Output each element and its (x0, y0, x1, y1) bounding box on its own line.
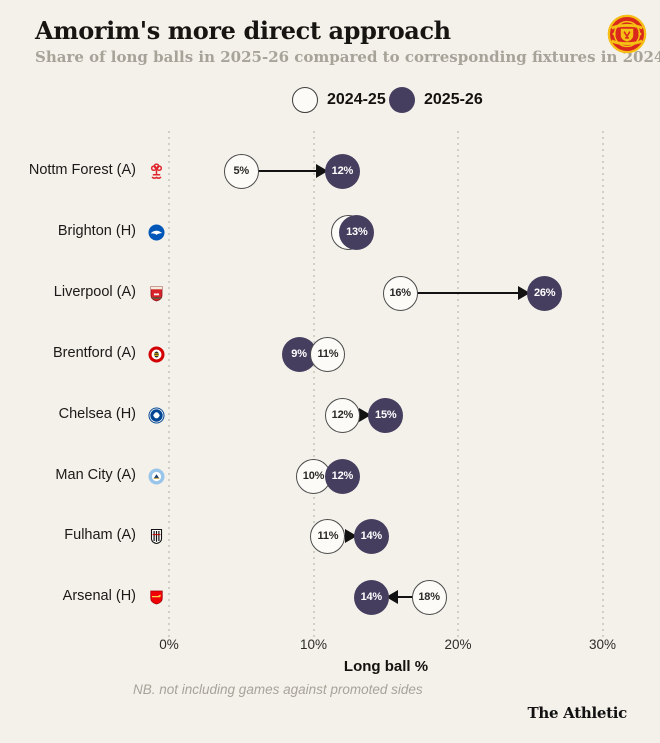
brighton-badge (148, 224, 165, 241)
marker-2025-26: 15% (368, 397, 404, 433)
page-subtitle: Share of long balls in 2025-26 compared … (35, 48, 660, 66)
nottm-forest-badge (148, 162, 165, 180)
value-label: 14% (360, 591, 383, 603)
change-arrow (385, 590, 414, 604)
gridline-20% (457, 131, 459, 637)
brentford-badge (148, 346, 165, 363)
legend-2025-26-marker (389, 87, 415, 113)
change-arrow (256, 164, 328, 178)
marker-2024-25: 16% (382, 275, 418, 311)
team-label: Chelsea (H) (58, 406, 136, 422)
value-label: 12% (331, 470, 354, 482)
legend-2024-25-label: 2024-25 (327, 91, 386, 108)
team-label: Fulham (A) (64, 527, 136, 543)
value-label: 12% (331, 409, 354, 421)
marker-2025-26: 12% (324, 458, 360, 494)
value-label: 14% (360, 530, 383, 542)
team-label: Nottm Forest (A) (28, 162, 136, 178)
value-label: 16% (389, 287, 411, 299)
team-label: Liverpool (A) (53, 284, 136, 300)
x-axis-title: Long ball % (343, 658, 429, 675)
value-label: 11% (317, 530, 339, 542)
value-label: 10% (302, 470, 325, 482)
gridline-10% (312, 131, 315, 637)
team-label: Man City (A) (55, 467, 136, 483)
arsenal-badge (148, 589, 165, 606)
value-label: 13% (346, 226, 368, 238)
legend-2025-26-label: 2025-26 (424, 91, 483, 108)
gridline-0% (168, 131, 170, 637)
footnote: NB. not including games against promoted… (133, 682, 423, 697)
fulham-badge (148, 528, 165, 545)
x-tick-label: 20% (444, 637, 472, 652)
marker-2025-26: 14% (353, 579, 389, 615)
the-athletic-logo: The Athletic (527, 704, 628, 722)
marker-2025-26: 26% (527, 275, 563, 311)
x-tick-label: 10% (299, 637, 328, 652)
marker-2025-26: 13% (339, 214, 375, 250)
value-label: 12% (331, 165, 354, 177)
value-label: 26% (533, 287, 556, 299)
x-tick-label: 0% (159, 637, 179, 652)
marker-2024-25: 11% (310, 518, 346, 554)
change-arrow (415, 286, 531, 300)
legend-2024-25-marker (292, 87, 318, 113)
page-title: Amorim's more direct approach (35, 16, 451, 45)
marker-2025-26: 14% (353, 518, 389, 554)
value-label: 15% (375, 409, 397, 421)
team-label: Arsenal (H) (62, 588, 136, 604)
x-tick-label: 30% (588, 637, 617, 652)
value-label: 18% (418, 591, 440, 603)
manchester-united-crest-icon (607, 14, 647, 54)
liverpool-badge (148, 285, 165, 302)
value-label: 11% (317, 348, 339, 360)
man-city-badge (148, 468, 165, 485)
team-label: Brentford (A) (53, 345, 136, 361)
gridline-30% (601, 131, 604, 637)
marker-2024-25: 18% (411, 579, 447, 615)
value-label: 9% (291, 348, 307, 360)
marker-2024-25: 11% (310, 336, 346, 372)
team-label: Brighton (H) (57, 223, 136, 239)
marker-2024-25: 5% (223, 153, 259, 189)
change-arrow (343, 529, 357, 543)
marker-2025-26: 12% (324, 153, 360, 189)
chelsea-badge (148, 407, 165, 424)
value-label: 5% (233, 165, 250, 177)
marker-2024-25: 12% (324, 397, 360, 433)
